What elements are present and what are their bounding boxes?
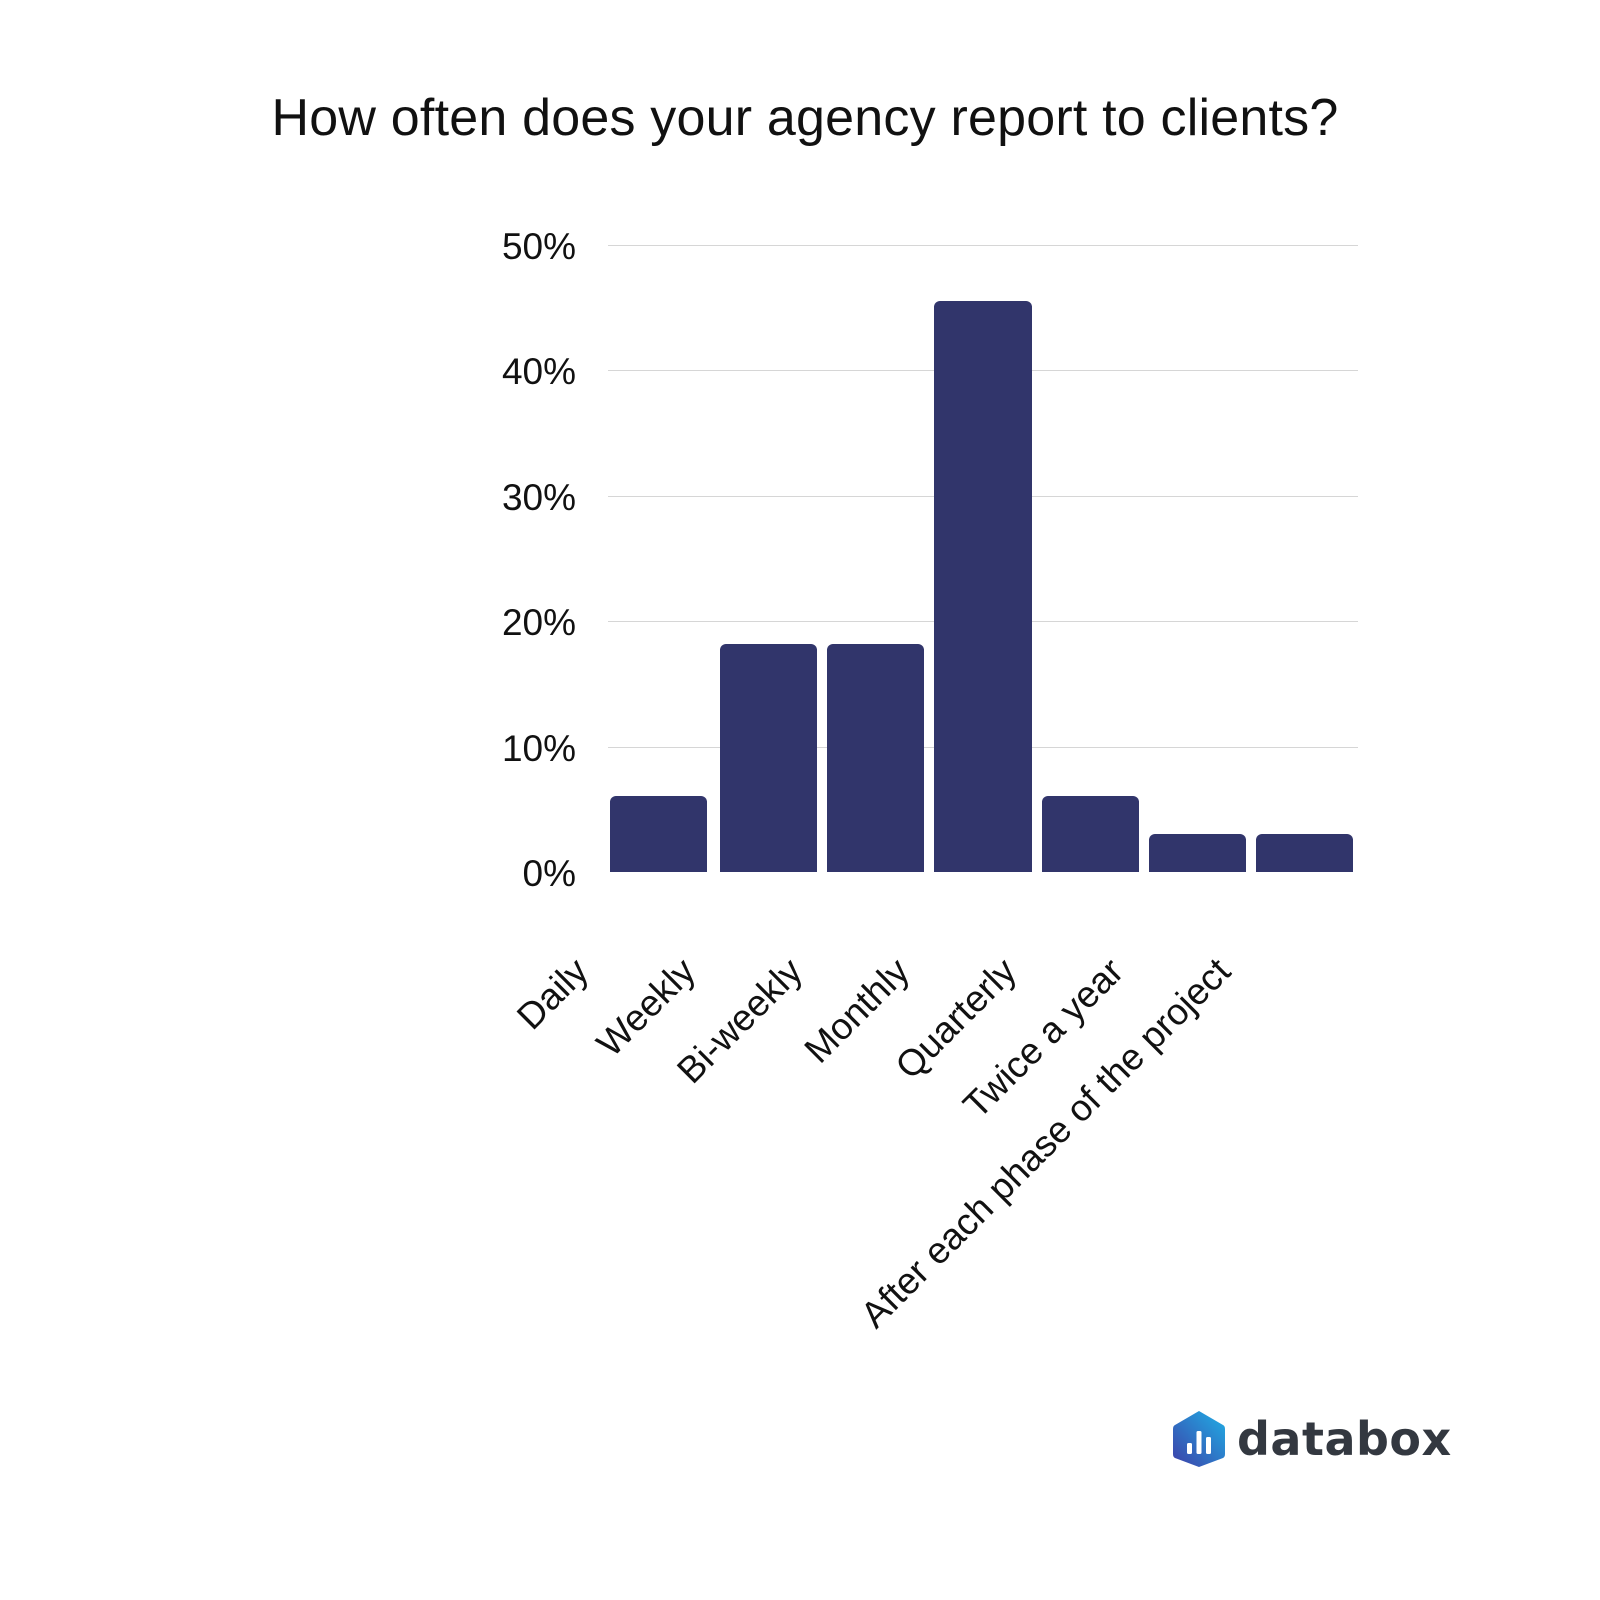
y-axis-tick-label: 10% xyxy=(501,727,576,769)
bar-twice-a-year xyxy=(1148,834,1246,872)
bar-quarterly xyxy=(1041,795,1139,872)
bar-bi-weekly xyxy=(827,643,925,872)
bar-weekly xyxy=(720,643,818,872)
databox-logo: databox xyxy=(1173,1410,1452,1468)
y-axis-tick-label: 50% xyxy=(501,226,576,267)
chart-title: How often does your agency report to cli… xyxy=(271,89,1339,147)
x-axis-tick-label: Daily xyxy=(508,950,596,1038)
y-axis-tick-label: 40% xyxy=(501,351,576,393)
databox-logo-text: databox xyxy=(1237,1412,1452,1466)
bar-monthly xyxy=(934,301,1032,872)
databox-logo-icon xyxy=(1173,1411,1225,1467)
bar-daily xyxy=(610,795,708,872)
y-axis-tick-label: 0% xyxy=(522,853,576,894)
bar-after-each-phase-of-the-project xyxy=(1255,834,1353,872)
y-axis-tick-label: 20% xyxy=(501,602,576,644)
gridline xyxy=(608,245,1358,246)
y-axis-tick-label: 30% xyxy=(501,476,576,518)
